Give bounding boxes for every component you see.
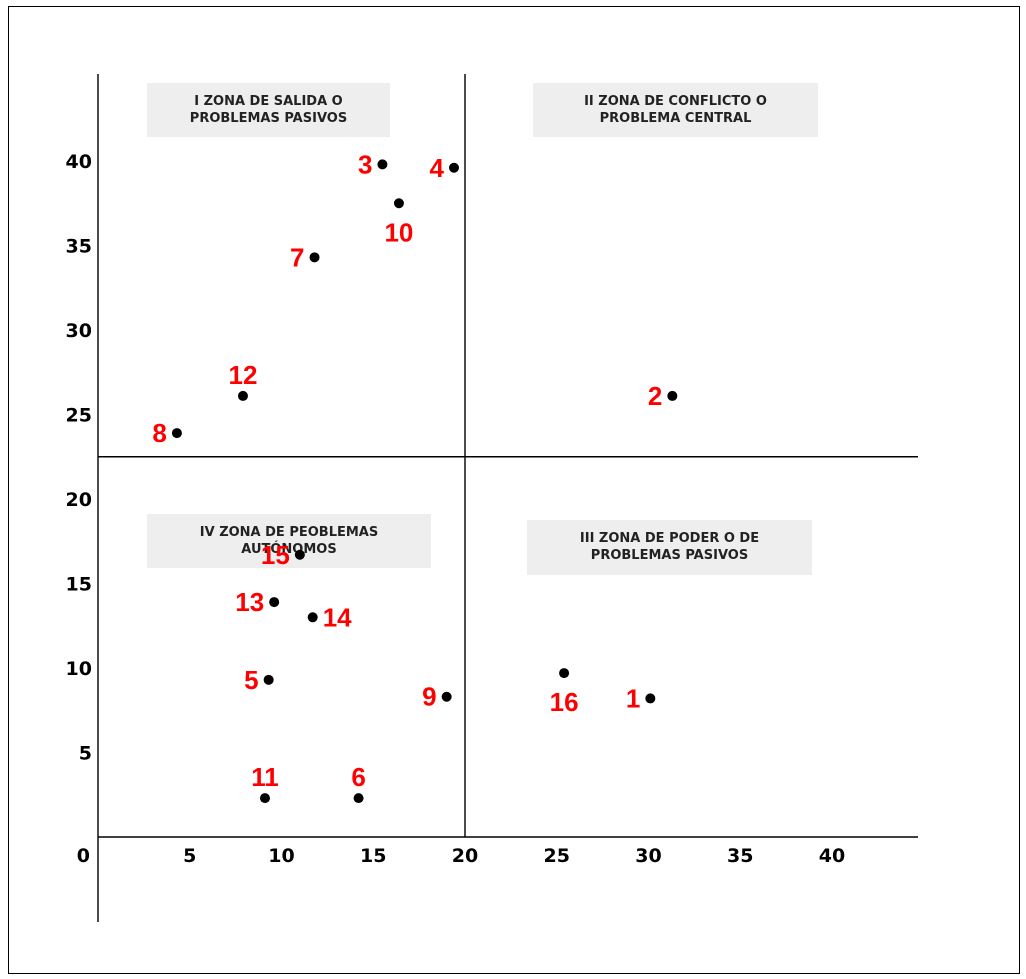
data-point-label-8: 8 [152,418,166,448]
data-point-15 [294,549,305,560]
zone-II-box [533,83,818,137]
data-point-14 [307,612,318,623]
y-tick-label: 5 [79,743,92,765]
zone-II-label: II ZONA DE CONFLICTO O PROBLEMA CENTRAL [533,83,818,137]
data-point-label-13: 13 [235,587,264,617]
data-point-label-10: 10 [384,217,413,247]
data-point-3 [377,159,388,170]
data-point-5 [263,674,274,685]
y-tick-label: 40 [66,151,92,173]
data-point-11 [259,793,270,804]
data-point-4 [448,162,459,173]
zone-I-label: I ZONA DE SALIDA O PROBLEMAS PASIVOS [147,83,390,137]
data-point-9 [441,691,452,702]
data-point-label-11: 11 [251,762,279,792]
zone-II-title-line: PROBLEMA CENTRAL [600,111,752,126]
y-tick-label: 10 [66,658,92,680]
data-point-label-5: 5 [244,665,258,695]
x-tick-label: 25 [544,845,570,867]
data-point-label-1: 1 [626,683,640,713]
zone-I-title-line: I ZONA DE SALIDA O [194,94,342,109]
data-point-label-6: 6 [351,762,365,792]
x-tick-label: 35 [727,845,753,867]
data-point-12 [237,390,248,401]
zone-I-box [147,83,390,137]
zone-III-title-line: PROBLEMAS PASIVOS [591,548,748,563]
zone-III-label: III ZONA DE PODER O DE PROBLEMAS PASIVOS [527,520,812,575]
zone-III-title-line: III ZONA DE PODER O DE [580,531,759,546]
y-tick-label: 35 [66,236,92,258]
x-tick-label: 5 [183,845,196,867]
zone-II-title-line: II ZONA DE CONFLICTO O [584,94,767,109]
x-tick-label: 30 [635,845,661,867]
data-point-label-15: 15 [261,540,290,570]
zone-I-title-line: PROBLEMAS PASIVOS [190,111,347,126]
zone-IV-box [147,514,431,568]
data-point-13 [269,597,280,608]
data-point-label-12: 12 [229,360,258,390]
data-point-label-3: 3 [358,149,372,179]
data-point-8 [171,428,182,439]
data-point-6 [353,793,364,804]
y-tick-label: 30 [66,320,92,342]
x-tick-label: 20 [452,845,478,867]
x-tick-label: 40 [819,845,845,867]
data-point-10 [393,198,404,209]
x-tick-label: 10 [268,845,294,867]
zone-IV-title-line: IV ZONA DE PEOBLEMAS [200,525,378,540]
data-point-label-7: 7 [290,242,304,272]
data-point-label-9: 9 [422,682,436,712]
data-point-label-16: 16 [550,687,579,717]
data-point-label-2: 2 [648,381,662,411]
y-tick-label: 15 [66,574,92,596]
zone-IV-title-line: AUTÓNOMOS [241,541,336,557]
y-tick-label: 20 [66,489,92,511]
zone-III-box [527,520,812,575]
x-tick-label: 0 [77,845,90,867]
chart-frame [8,6,1020,974]
data-point-2 [667,390,678,401]
data-point-label-14: 14 [323,602,352,632]
y-tick-label: 25 [66,405,92,427]
data-point-16 [559,668,570,679]
x-tick-label: 15 [360,845,386,867]
data-point-7 [309,252,320,263]
data-point-1 [645,693,656,704]
data-point-label-4: 4 [430,153,445,183]
